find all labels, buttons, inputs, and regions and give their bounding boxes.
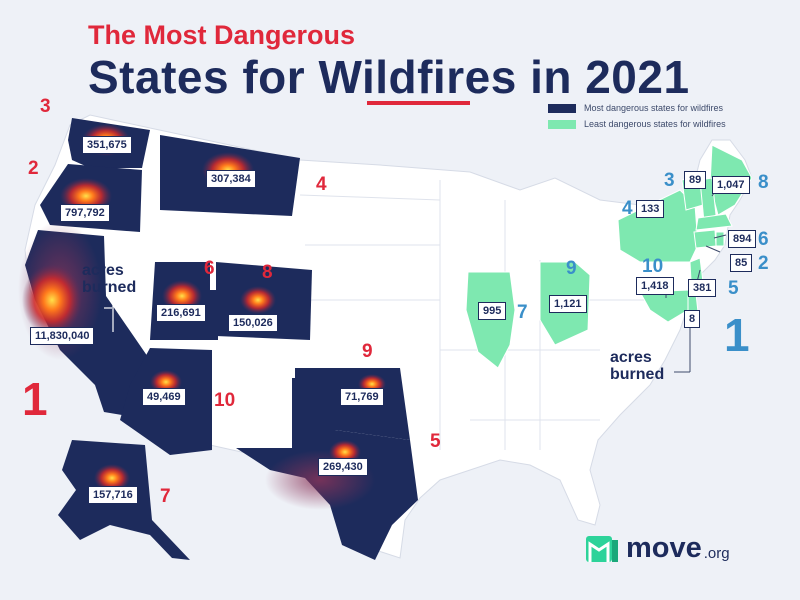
rank-utah: 6 <box>204 258 215 279</box>
legend-swatch-least <box>548 119 576 129</box>
acres-burned-right: acres burned <box>610 349 664 383</box>
value-label-arizona: 49,469 <box>142 388 186 406</box>
fire-alaska <box>94 464 130 492</box>
value-label-vermont: 89 <box>684 171 707 189</box>
value-label-illinois: 995 <box>478 302 507 320</box>
rank-maryland: 10 <box>642 256 664 277</box>
rank-ohio: 9 <box>566 258 577 279</box>
value-label-new-jersey: 381 <box>688 279 717 297</box>
leader-lines <box>104 300 114 332</box>
rank-oregon: 2 <box>28 158 39 179</box>
rank-new-jersey: 5 <box>728 278 739 299</box>
brand-suffix: .org <box>703 544 730 562</box>
rank-connecticut: 6 <box>758 229 769 250</box>
value-label-connecticut: 894 <box>728 230 757 248</box>
move-logo-icon <box>586 536 618 562</box>
brand-wordmark: move .org <box>626 532 730 565</box>
value-label-utah: 216,691 <box>156 304 206 322</box>
rank-california: 1 <box>22 373 48 425</box>
value-label-oklahoma: 71,769 <box>340 388 384 406</box>
fire-california <box>22 264 82 336</box>
rank-alaska: 7 <box>160 486 171 507</box>
state-illinois <box>465 271 516 369</box>
state-maryland <box>639 289 691 323</box>
title-line1: The Most Dangerous <box>88 20 356 50</box>
value-label-texas: 269,430 <box>318 458 368 476</box>
value-label-oregon: 797,792 <box>60 204 110 222</box>
rank-illinois: 7 <box>517 302 528 323</box>
state-massachusetts <box>695 213 733 231</box>
acres-word: acres <box>610 349 652 366</box>
rank-montana: 4 <box>316 174 327 195</box>
value-label-rhode-island: 85 <box>730 254 753 272</box>
value-label-alaska: 157,716 <box>88 486 138 504</box>
legend-label-least: Least dangerous states for wildfires <box>584 119 726 129</box>
burned-word: burned <box>82 279 137 296</box>
value-label-montana: 307,384 <box>206 170 256 188</box>
value-label-new-york: 133 <box>636 200 665 218</box>
value-label-maryland: 1,418 <box>636 277 674 295</box>
legend-swatch-most <box>548 103 576 113</box>
rank-texas: 5 <box>430 431 441 452</box>
value-label-colorado: 150,026 <box>228 314 278 332</box>
title-underline <box>367 101 470 105</box>
rank-arizona: 10 <box>214 390 236 411</box>
rank-vermont: 3 <box>664 170 675 191</box>
fire-colorado <box>240 286 276 314</box>
value-label-maine: 1,047 <box>712 176 750 194</box>
value-label-delaware: 8 <box>684 310 701 328</box>
title-line2: States for Wildfires in 2021 <box>88 51 690 103</box>
legend-most: Most dangerous states for wildfires <box>548 103 723 113</box>
rank-delaware: 1 <box>724 309 750 361</box>
value-label-washington: 351,675 <box>82 136 132 154</box>
acres-burned-left: acres burned <box>82 262 136 296</box>
state-borders <box>299 180 650 450</box>
acres-word: acres <box>82 262 124 279</box>
rank-colorado: 8 <box>262 262 273 283</box>
value-label-california: 11,830,040 <box>30 327 95 345</box>
legend-label-most: Most dangerous states for wildfires <box>584 103 724 113</box>
rank-new-york: 4 <box>622 198 633 219</box>
rank-rhode-island: 2 <box>758 253 769 274</box>
legend-least: Least dangerous states for wildfires <box>548 119 726 129</box>
state-rhode-island <box>715 231 725 247</box>
rank-maine: 8 <box>758 172 769 193</box>
burned-word: burned <box>610 366 665 383</box>
state-new-york <box>617 189 699 263</box>
value-label-ohio: 1,121 <box>549 295 587 313</box>
rank-washington: 3 <box>40 96 51 117</box>
rank-oklahoma: 9 <box>362 341 373 362</box>
brand-name: move <box>626 532 702 564</box>
state-connecticut <box>693 229 717 249</box>
